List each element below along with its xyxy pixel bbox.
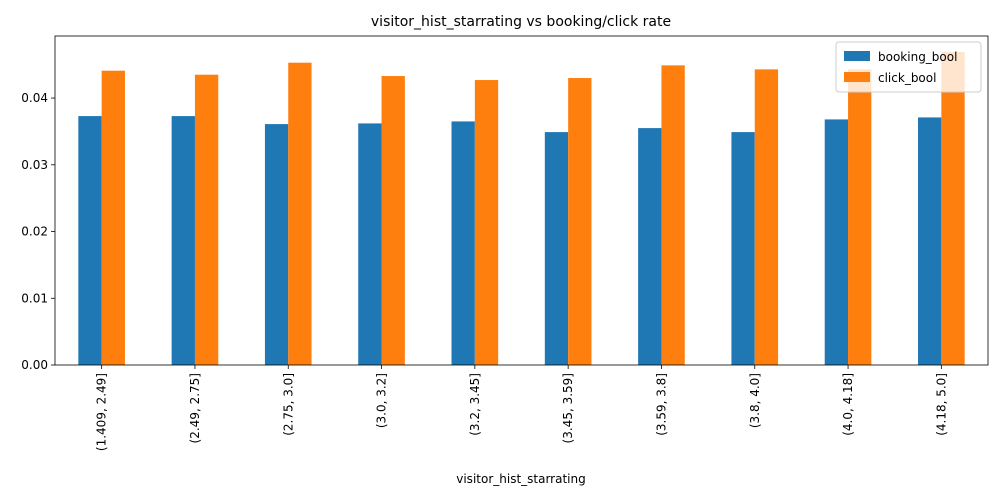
bar-click-bool: [661, 65, 685, 366]
x-tick-label: (4.18, 5.0]: [934, 373, 948, 436]
y-tick-label: 0.01: [21, 291, 48, 305]
bar-booking-bool: [638, 128, 662, 365]
bar-booking-bool: [264, 124, 289, 365]
legend-label: click_bool: [878, 71, 936, 85]
bar-booking-bool: [824, 119, 849, 365]
bar-booking-bool: [451, 121, 475, 365]
bar-booking-bool: [78, 116, 102, 365]
y-tick-label: 0.00: [21, 358, 48, 372]
bar-click-bool: [101, 70, 125, 365]
bar-click-bool: [194, 74, 219, 366]
legend: booking_bool click_bool: [835, 41, 982, 93]
x-tick-label: (3.59, 3.8]: [654, 373, 668, 436]
bar-booking-bool: [171, 116, 195, 365]
axes-layer: (1.409, 2.49] (2.49, 2.75] (2.75, 3.0] (3.0…: [21, 35, 989, 451]
bars-layer: [78, 52, 965, 366]
bar-booking-bool: [918, 117, 942, 365]
chart-title: visitor_hist_starrating vs booking/click…: [371, 14, 671, 30]
legend-label: booking_bool: [878, 50, 957, 64]
bar-booking-bool: [358, 123, 382, 365]
bar-click-bool: [568, 78, 592, 365]
y-tick-label: 0.04: [21, 91, 48, 105]
bar-booking-bool: [731, 132, 755, 365]
bar-click-bool: [288, 62, 312, 365]
x-tick-label: (3.0, 3.2]: [375, 373, 389, 428]
bar-click-bool: [941, 52, 965, 366]
bar-booking-bool: [544, 132, 569, 365]
x-tick-label: (2.75, 3.0]: [281, 373, 295, 436]
bar-click-bool: [754, 69, 779, 366]
legend-swatch: [844, 72, 870, 82]
x-tick-label: (4.0, 4.18]: [841, 373, 855, 436]
x-axis-label: visitor_hist_starrating: [456, 472, 585, 486]
legend-box: [835, 41, 982, 93]
x-tick-label: (2.49, 2.75]: [188, 373, 202, 443]
x-tick-label: (3.45, 3.59]: [561, 373, 575, 443]
x-tick-label: (1.409, 2.49]: [95, 373, 109, 451]
bar-click-bool: [848, 69, 872, 366]
plot-frame: [54, 35, 989, 366]
x-tick-label: (3.8, 4.0]: [748, 373, 762, 428]
y-tick-label: 0.03: [21, 158, 48, 172]
bar-click-bool: [474, 80, 499, 365]
y-tick-label: 0.02: [21, 225, 48, 239]
legend-swatch: [844, 51, 870, 61]
x-tick-label: (3.2, 3.45]: [468, 373, 482, 436]
bar-click-bool: [381, 76, 405, 365]
